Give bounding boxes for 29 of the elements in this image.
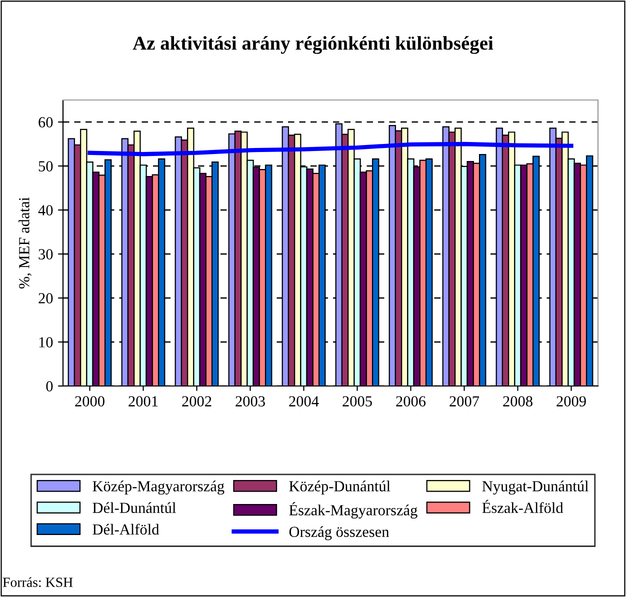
y-tick-label: 0: [46, 381, 53, 392]
x-tick-label: 2009: [556, 396, 586, 406]
text: Forrás: KSH: [2, 577, 73, 588]
y-tick-label: 10: [39, 337, 53, 348]
legend-label: Közép-Dunántúl: [289, 480, 390, 495]
legend-label: Észak-Alföld: [482, 500, 564, 514]
x-tick-label: 2005: [342, 396, 372, 406]
x-tick-label: 2006: [396, 396, 426, 406]
line-series: [88, 142, 574, 156]
legend-label: Dél-Dunántúl: [92, 502, 176, 514]
x-tick-label: 2007: [450, 396, 480, 406]
x-tick-label: 2002: [182, 396, 212, 406]
legend-label: Nyugat-Dunántúl: [482, 480, 588, 495]
x-tick-label: 2001: [128, 396, 158, 406]
y-tick-label: 40: [38, 205, 53, 216]
legend-label: Közép-Magyarország: [92, 480, 224, 495]
y-tick-label: 20: [38, 293, 53, 304]
legend-label: Észak-Magyarország: [289, 502, 418, 519]
y-tick-label: 30: [38, 249, 53, 260]
x-tick-label: 2000: [75, 396, 104, 406]
y-tick-label: 60: [38, 117, 53, 128]
x-tick-label: 2003: [236, 396, 265, 406]
x-tick-label: 2004: [289, 396, 319, 406]
legend-label: Dél-Alföld: [92, 524, 160, 535]
y-axis-title: %, MEF adatai: [18, 197, 32, 289]
y-tick-label: 50: [38, 161, 53, 172]
chart-title: Az aktivitási arány régiónkénti különbségei: [132, 36, 494, 54]
legend-label: Ország összesen: [289, 526, 390, 540]
x-tick-label: 2008: [503, 396, 532, 406]
